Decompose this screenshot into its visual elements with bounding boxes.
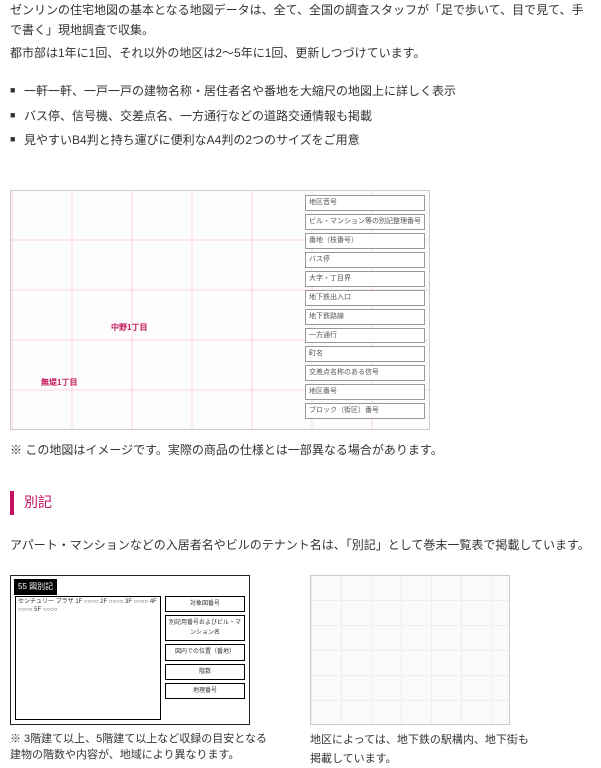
bekki-tag: 地理番号	[165, 683, 245, 699]
legend-item: 町名	[305, 346, 425, 362]
bekki-col-right: 地区によっては、地下鉄の駅構内、地下街も掲載しています。	[310, 575, 530, 768]
legend-item: 大字・丁目界	[305, 271, 425, 287]
bekki-row: 55 図別記 センチュリー プラザ 1F ○○○○ 2F ○○○○ 3F ○○○…	[10, 575, 591, 768]
bekki-tag: 対象図番号	[165, 596, 245, 612]
legend-item: バス停	[305, 252, 425, 268]
bekki-note-2: 地区によっては、地下鉄の駅構内、地下街も掲載しています。	[310, 731, 530, 768]
legend-item: 一方通行	[305, 328, 425, 344]
legend-item: 地下鉄路線	[305, 309, 425, 325]
feature-item: 見やすいB4判と持ち運びに便利なA4判の2つのサイズをご用意	[10, 130, 591, 150]
bekki-col-left: 55 図別記 センチュリー プラザ 1F ○○○○ 2F ○○○○ 3F ○○○…	[10, 575, 270, 764]
intro-line-2: 都市部は1年に1回、それ以外の地区は2～5年に1回、更新しつづけています。	[10, 43, 591, 63]
map-figure: 中野1丁目 無堤1丁目 地区音号 ビル・マンション等の別記整理番号 番地（枝番号…	[10, 190, 591, 430]
legend-item: 地区音号	[305, 195, 425, 211]
bekki-note-1: ※ 3階建て以上、5階建て以上など収録の目安となる建物の階数や内容が、地域により…	[10, 731, 270, 764]
feature-item: 一軒一軒、一戸一戸の建物名称・居住者名や番地を大縮尺の地図上に詳しく表示	[10, 81, 591, 101]
feature-list: 一軒一軒、一戸一戸の建物名称・居住者名や番地を大縮尺の地図上に詳しく表示 バス停…	[10, 81, 591, 150]
bekki-tag: 別記用番号およびビル・マンション名	[165, 615, 245, 641]
legend-item: ビル・マンション等の別記整理番号	[305, 214, 425, 230]
map-district-label: 中野1丁目	[111, 321, 147, 335]
bekki-header: 55 図別記	[14, 579, 57, 595]
section-heading-bekki: 別記	[10, 491, 591, 515]
bekki-description: アパート・マンションなどの入居者名やビルのテナント名は、「別記」として巻末一覧表…	[10, 535, 591, 555]
legend-item: 地下鉄出入口	[305, 290, 425, 306]
legend-item: ブロック（街区）番号	[305, 403, 425, 419]
bekki-tag: 図内での位置（番地）	[165, 644, 245, 660]
bekki-underground-image	[310, 575, 510, 725]
bekki-tag-list: 対象図番号 別記用番号およびビル・マンション名 図内での位置（番地） 階数 地理…	[165, 596, 245, 720]
bekki-sample-text: センチュリー プラザ 1F ○○○○ 2F ○○○○ 3F ○○○○ 4F ○○…	[15, 596, 161, 720]
map-legend: 地区音号 ビル・マンション等の別記整理番号 番地（枝番号） バス停 大字・丁目界…	[305, 195, 425, 419]
intro-line-1: ゼンリンの住宅地図の基本となる地図データは、全て、全国の調査スタッフが「足で歩い…	[10, 0, 591, 41]
feature-item: バス停、信号機、交差点名、一方通行などの道路交通情報も掲載	[10, 106, 591, 126]
intro-block: ゼンリンの住宅地図の基本となる地図データは、全て、全国の調査スタッフが「足で歩い…	[10, 0, 591, 63]
bekki-tag: 階数	[165, 664, 245, 680]
legend-item: 番地（枝番号）	[305, 233, 425, 249]
map-district-label: 無堤1丁目	[41, 376, 77, 390]
map-caption: ※ この地図はイメージです。実際の商品の仕様とは一部異なる場合があります。	[10, 440, 591, 460]
legend-item: 交差点名称のある信号	[305, 365, 425, 381]
legend-item: 地区番号	[305, 384, 425, 400]
map-image: 中野1丁目 無堤1丁目 地区音号 ビル・マンション等の別記整理番号 番地（枝番号…	[10, 190, 430, 430]
bekki-listing-image: 55 図別記 センチュリー プラザ 1F ○○○○ 2F ○○○○ 3F ○○○…	[10, 575, 250, 725]
